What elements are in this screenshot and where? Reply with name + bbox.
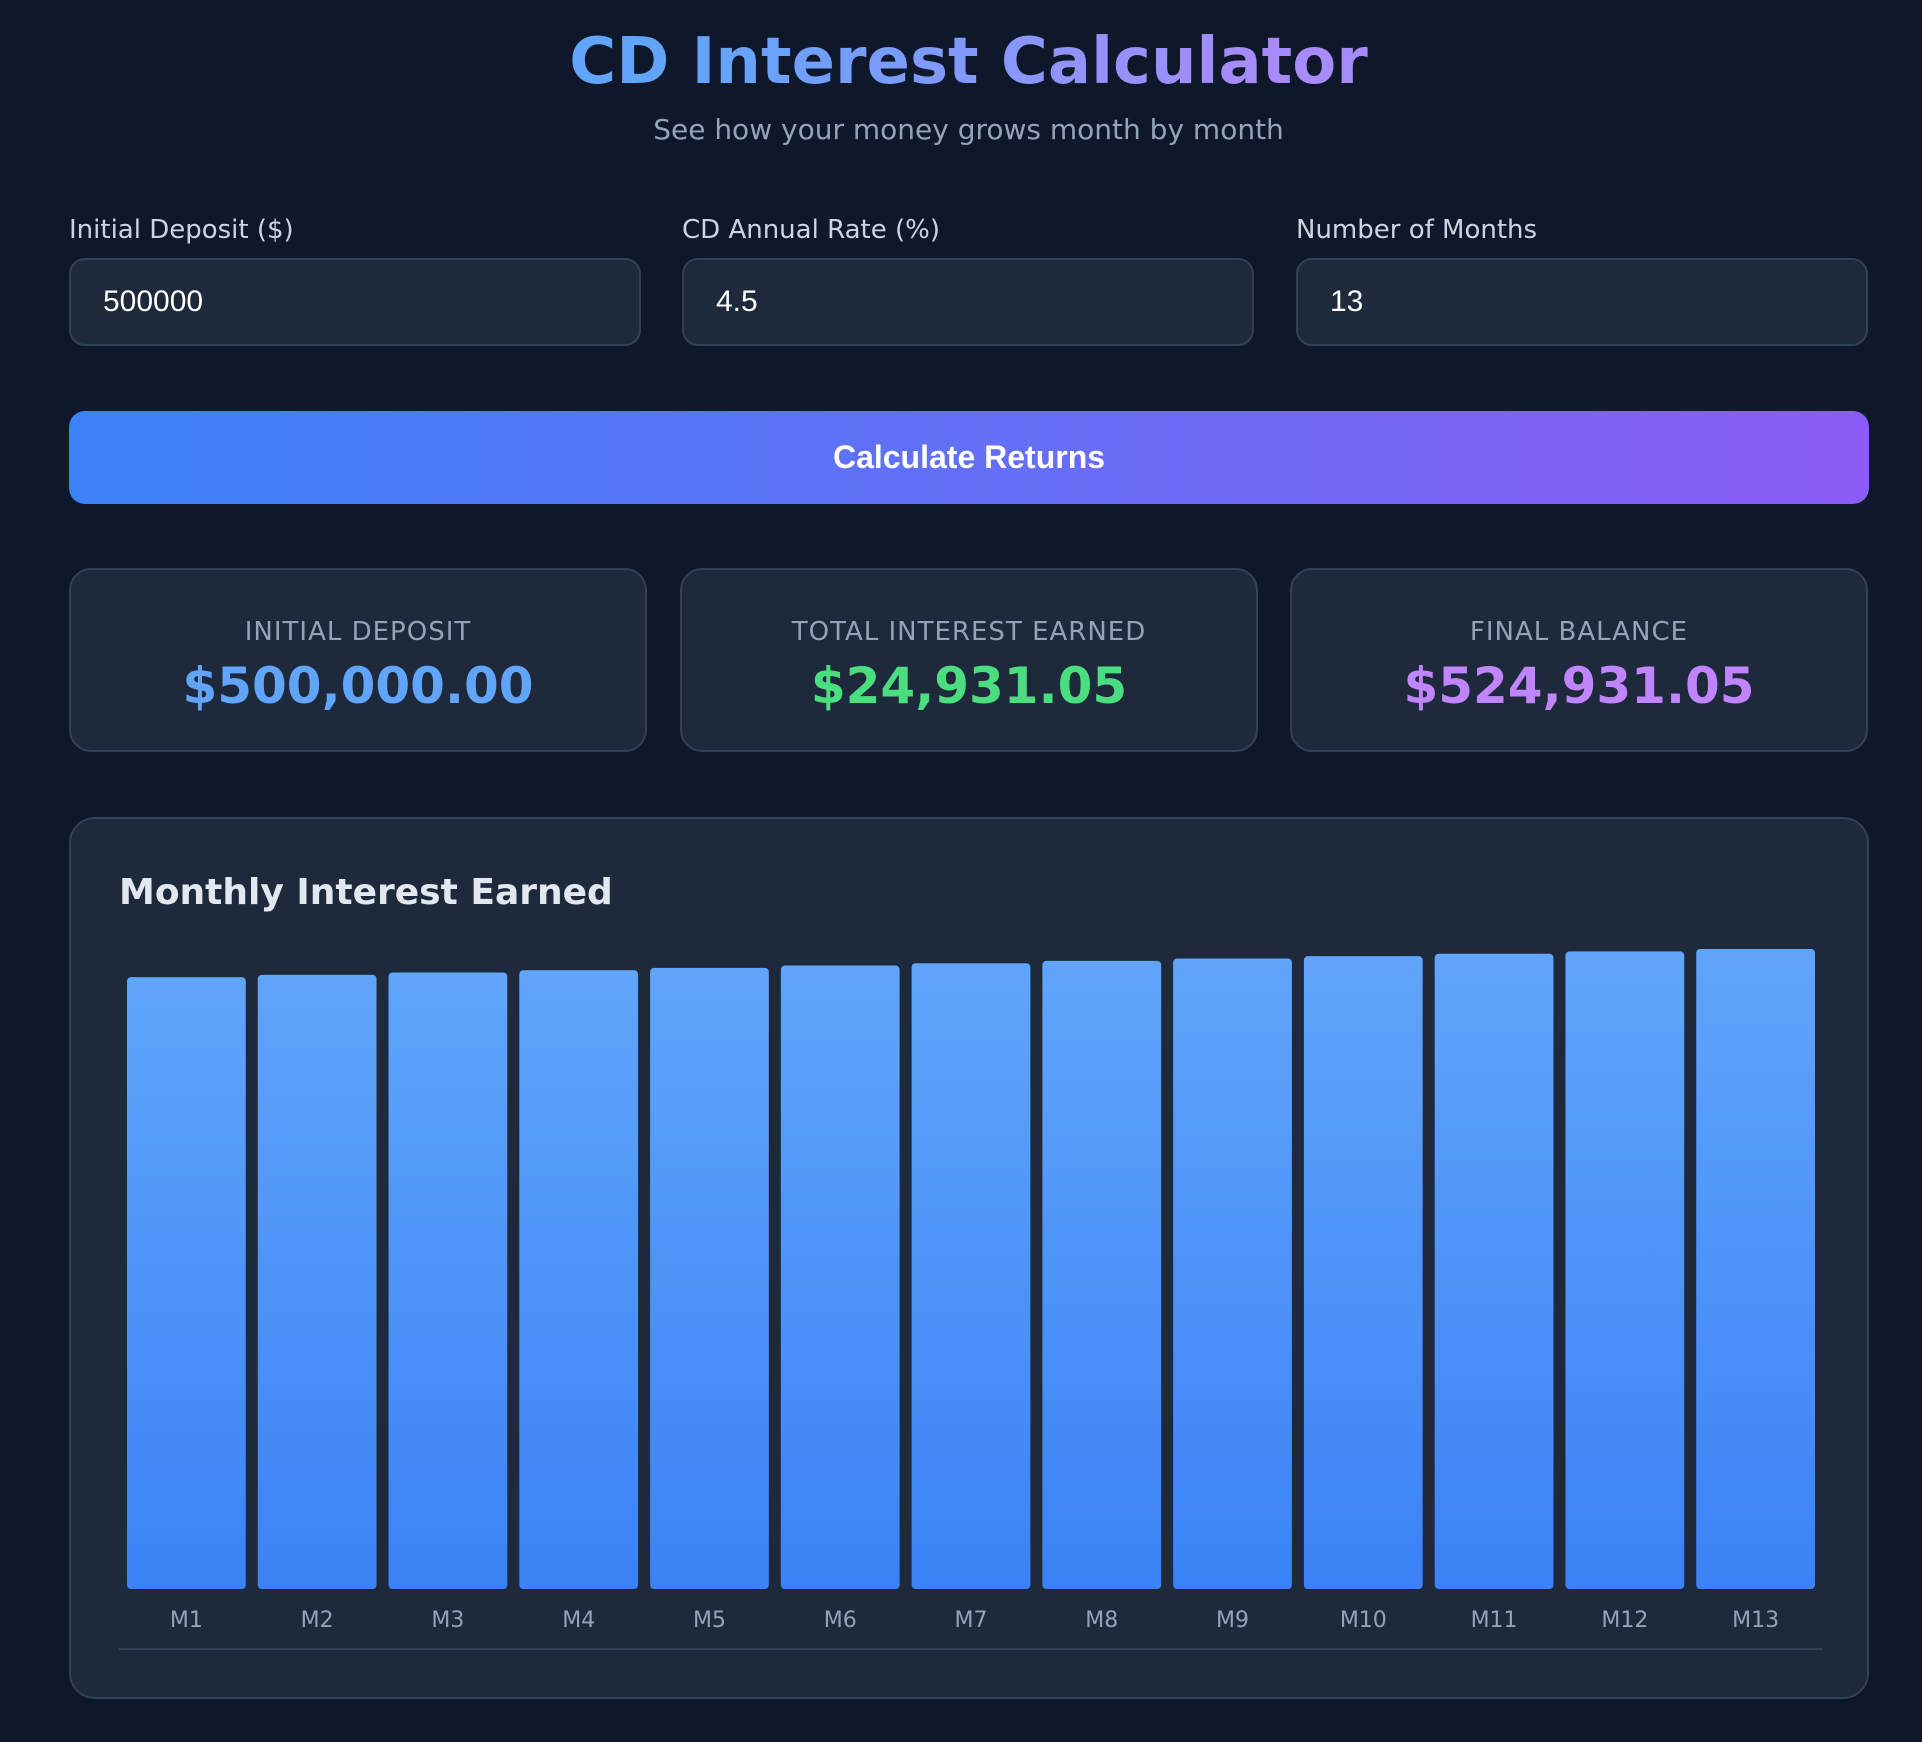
- chart-bar-m9: [1173, 958, 1292, 1589]
- chart-bar-m13: [1696, 949, 1815, 1589]
- chart-bar-m8: [1042, 960, 1162, 1589]
- initial-deposit-stat-value: $500,000.00: [182, 657, 534, 715]
- final-balance-stat-value: $524,931.05: [1403, 657, 1755, 715]
- initial-deposit-stat-label: INITIAL DEPOSIT: [244, 617, 472, 647]
- chart-bar-m7: [911, 963, 1031, 1589]
- x-tick-label-m10: M10: [1340, 1608, 1387, 1633]
- initial-deposit-card: INITIAL DEPOSIT $500,000.00: [69, 568, 647, 752]
- chart-bar-m11: [1434, 953, 1554, 1589]
- x-tick-label-m12: M12: [1601, 1608, 1648, 1633]
- chart-bar-m4: [519, 970, 639, 1589]
- total-interest-stat-label: TOTAL INTEREST EARNED: [791, 617, 1147, 647]
- page-title: CD Interest Calculator: [0, 22, 1922, 102]
- chart-bar-m3: [388, 972, 508, 1589]
- x-tick-label-m7: M7: [955, 1608, 988, 1633]
- page-subtitle: See how your money grows month by month: [653, 113, 1284, 146]
- monthly-interest-chart-card: Monthly Interest Earned M1 M2 M3 M4 M5 M6 M7 M8…: [69, 817, 1869, 1699]
- chart-bar-m1: [127, 977, 246, 1589]
- x-tick-label-m11: M11: [1471, 1608, 1518, 1633]
- initial-deposit-input[interactable]: [69, 258, 641, 346]
- number-of-months-label: Number of Months: [1296, 215, 1538, 245]
- annual-rate-input[interactable]: [682, 258, 1254, 346]
- total-interest-stat-value: $24,931.05: [810, 657, 1128, 715]
- annual-rate-label: CD Annual Rate (%): [682, 215, 940, 245]
- x-tick-label-m2: M2: [301, 1608, 334, 1633]
- chart-bar-m6: [780, 965, 900, 1589]
- final-balance-card: FINAL BALANCE $524,931.05: [1290, 568, 1868, 752]
- chart-title: Monthly Interest Earned: [119, 872, 613, 913]
- total-interest-card: TOTAL INTEREST EARNED $24,931.05: [680, 568, 1258, 752]
- chart-bar-m12: [1565, 951, 1685, 1589]
- chart-bar-m2: [257, 974, 377, 1589]
- x-tick-label-m1: M1: [170, 1608, 203, 1633]
- chart-bar-m10: [1303, 956, 1423, 1589]
- x-tick-label-m4: M4: [562, 1608, 595, 1633]
- x-tick-label-m8: M8: [1085, 1608, 1118, 1633]
- x-tick-label-m9: M9: [1216, 1608, 1249, 1633]
- calculate-returns-button[interactable]: Calculate Returns: [69, 411, 1869, 504]
- x-tick-label-m13: M13: [1732, 1608, 1779, 1633]
- monthly-interest-chart: M1 M2 M3 M4 M5 M6 M7 M8 M9 M10 M11 M12 M13: [119, 949, 1823, 1650]
- x-tick-label-m6: M6: [824, 1608, 857, 1633]
- final-balance-stat-label: FINAL BALANCE: [1469, 617, 1689, 647]
- x-tick-label-m3: M3: [431, 1608, 464, 1633]
- number-of-months-input[interactable]: [1296, 258, 1868, 346]
- initial-deposit-label: Initial Deposit ($): [69, 215, 294, 245]
- x-tick-label-m5: M5: [693, 1608, 726, 1633]
- chart-bar-m5: [650, 967, 769, 1589]
